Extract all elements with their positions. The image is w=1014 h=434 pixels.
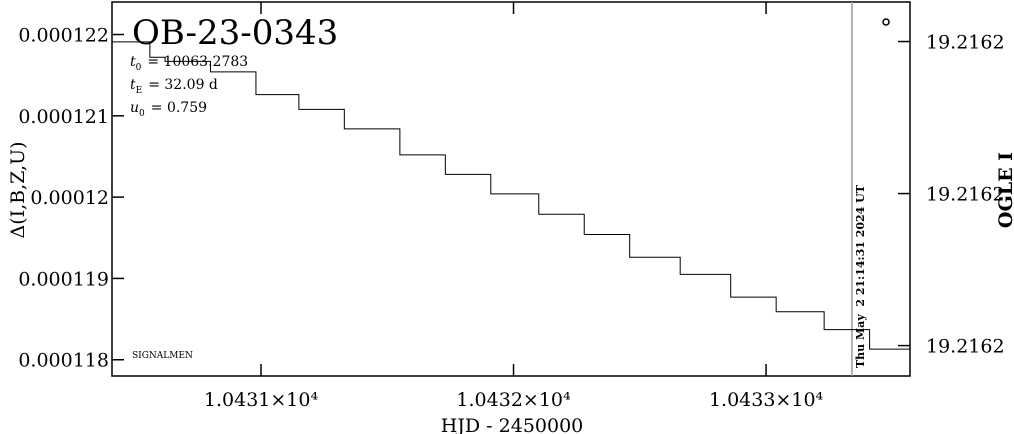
y-tick-label: 0.000118 <box>18 350 109 372</box>
param-value: = 10063.2783 <box>147 54 248 70</box>
y-tick-label: 0.000121 <box>18 106 109 128</box>
param-text: u0 = 0.759 <box>130 100 207 119</box>
chart-title: OB-23-0343 <box>132 13 338 53</box>
y-axis-label: Δ(I,B,Z,U) <box>7 141 29 238</box>
data-line <box>112 41 911 366</box>
x-tick-label: 1.0431×10⁴ <box>204 389 319 411</box>
param-subscript: 0 <box>136 63 142 73</box>
param-subscript: 0 <box>139 109 145 119</box>
x-axis-label: HJD - 2450000 <box>441 415 584 434</box>
x-tick-label: 1.0433×10⁴ <box>709 389 824 411</box>
y2-tick-label: 19.2162 <box>926 336 1005 358</box>
param-subscript: E <box>136 86 143 96</box>
y-tick-label: 0.00012 <box>30 187 109 209</box>
y-tick-label: 0.000119 <box>18 268 109 290</box>
y-tick-label: 0.000122 <box>18 25 109 47</box>
marker-circle <box>882 18 890 26</box>
param-symbol: u <box>130 100 139 116</box>
param-symbol: t <box>130 54 136 70</box>
param-value: = 32.09 d <box>148 77 218 93</box>
x-tick-label: 1.0432×10⁴ <box>456 389 571 411</box>
y2-tick-label: 19.2162 <box>926 32 1005 54</box>
param-text: tE = 32.09 d <box>130 77 218 96</box>
param-symbol: t <box>130 77 136 93</box>
timestamp: Thu May 2 21:14:31 2024 UT <box>854 184 867 368</box>
param-text: t0 = 10063.2783 <box>130 54 248 73</box>
y2-axis-label: OGLE I <box>995 152 1014 228</box>
note: SIGNALMEN <box>132 351 193 361</box>
y2-tick-label: 19.2162 <box>926 184 1005 206</box>
param-value: = 0.759 <box>151 100 207 116</box>
plot-frame <box>111 1 911 377</box>
